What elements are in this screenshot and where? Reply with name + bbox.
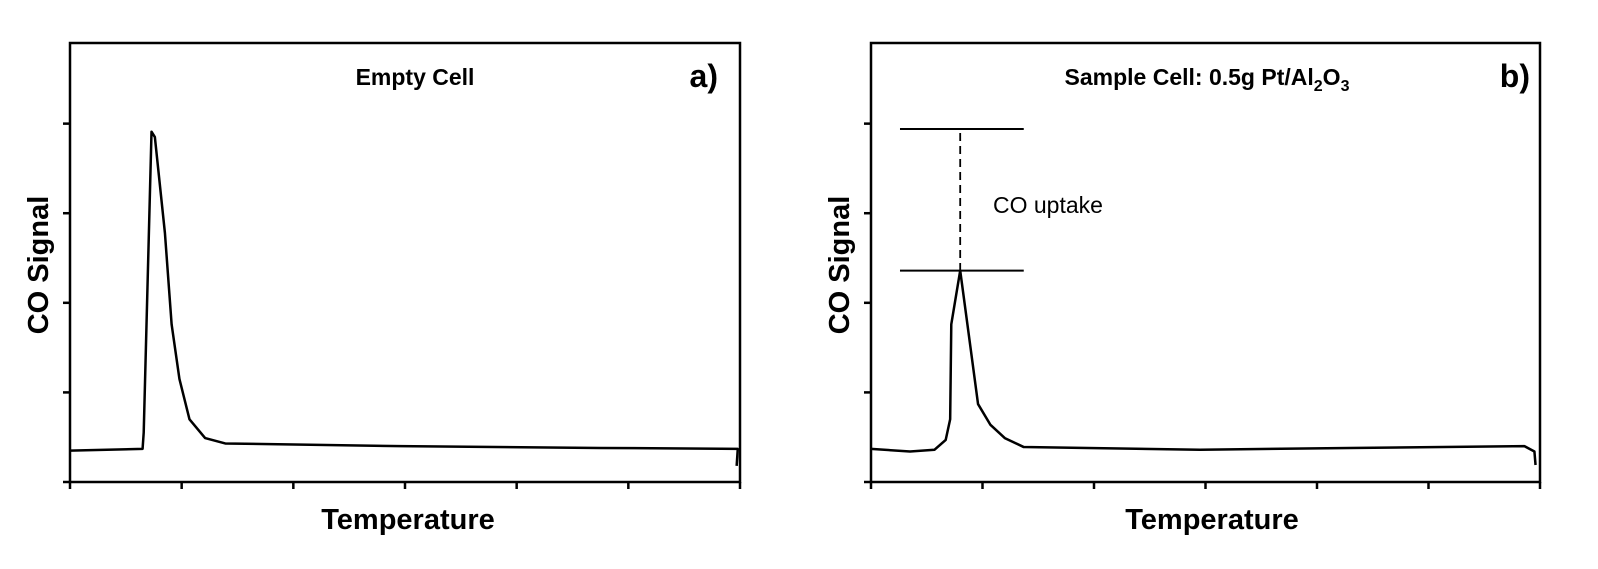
panel-label: a) [690, 58, 718, 94]
chart-title: Sample Cell: 0.5g Pt/Al2O3 [1065, 64, 1350, 95]
chart-title: Empty Cell [356, 64, 475, 90]
axis-ticks [864, 122, 1542, 489]
plot-frame [869, 41, 1542, 484]
y-axis-label: CO Signal [23, 196, 55, 335]
plot-frame [68, 41, 742, 484]
co-uptake-annotation [899, 128, 1024, 272]
x-axis-label: Temperature [1125, 504, 1299, 536]
x-axis-label: Temperature [321, 504, 495, 536]
panel-b: Sample Cell: 0.5g Pt/Al2O3 b) Temperatur… [824, 41, 1542, 536]
series-line [69, 130, 740, 466]
series-line [870, 269, 1537, 466]
co-uptake-label: CO uptake [993, 192, 1103, 218]
panel-label: b) [1500, 58, 1530, 94]
axis-ticks [63, 122, 742, 489]
panel-a: Empty Cell a) Temperature CO Signal [23, 41, 742, 536]
title-subscript: 2 [1314, 78, 1323, 95]
title-subscript: 3 [1341, 78, 1350, 95]
y-axis-label: CO Signal [824, 196, 856, 335]
